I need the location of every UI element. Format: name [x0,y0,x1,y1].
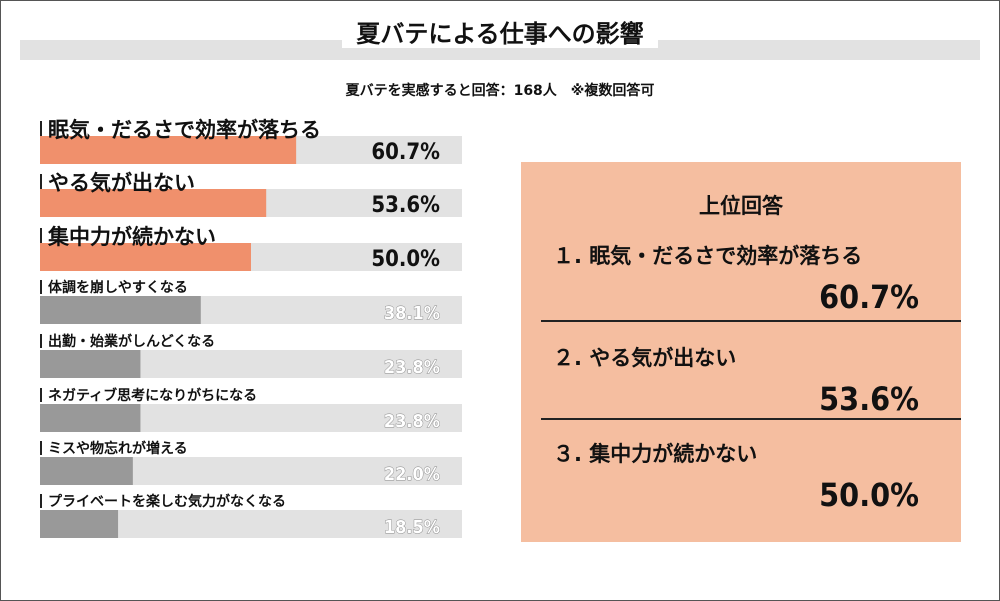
bar-label-marker [40,494,42,508]
category-label: 眠気・だるさで効率が落ちる [48,118,321,142]
value-label: 53.6% [371,193,440,218]
category-label: 集中力が続かない [47,225,216,249]
category-label: 出勤・始業がしんどくなる [48,333,215,350]
top-answer-2-value: 53.6% [819,380,919,418]
chart-subtitle: 夏バテを実感すると回答：168人 ※複数回答可 [345,83,655,99]
top-answer-1-value: 60.7% [819,278,919,316]
top-answer-divider [541,320,961,322]
chart-title: 夏バテによる仕事への影響 [0,14,1000,49]
value-label: 60.7% [371,140,440,165]
bar-label-marker [40,388,42,402]
category-label: ネガティブ思考になりがちになる [48,387,257,404]
bar-label-marker [40,228,42,246]
value-label: 23.8% [384,411,440,432]
bar-7 [40,457,133,485]
top-answer-2-label: ２. やる気が出ない [553,346,737,370]
bar-label-marker [40,174,42,192]
category-label: プライベートを楽しむ気力がなくなる [48,493,286,510]
bar-3 [40,243,251,271]
top-answers-heading: 上位回答 [699,194,783,218]
title-band [20,40,980,60]
bar-6 [40,404,141,432]
bar-label-marker [40,441,42,455]
value-label: 22.0% [384,464,440,485]
value-label: 38.1% [384,303,440,324]
category-label: 体調を崩しやすくなる [48,279,188,296]
bar-label-marker [40,121,42,139]
bar-8 [40,510,119,538]
value-label: 18.5% [384,517,440,538]
bar-4 [40,296,201,324]
top-answer-3-label: ３. 集中力が続かない [553,442,758,466]
top-answers-panel: 上位回答 １. 眠気・だるさで効率が落ちる 60.7% ２. やる気が出ない 5… [521,162,961,542]
bar-5 [40,350,141,378]
category-label: やる気が出ない [48,171,195,195]
value-label: 50.0% [371,247,440,272]
top-answer-divider [541,418,961,420]
top-answer-1-label: １. 眠気・だるさで効率が落ちる [553,244,863,268]
bar-1 [40,136,297,164]
bar-label-marker [40,280,42,294]
value-label: 23.8% [384,357,440,378]
category-label: ミスや物忘れが増える [48,440,188,457]
bar-2 [40,189,267,217]
bar-label-marker [40,334,42,348]
top-answer-3-value: 50.0% [819,476,919,514]
